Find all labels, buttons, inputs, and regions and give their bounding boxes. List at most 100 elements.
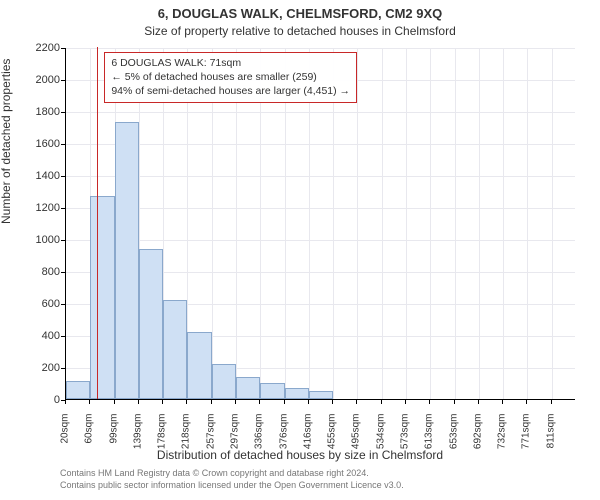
- xtick-mark: [526, 400, 527, 404]
- histogram-bar: [163, 300, 187, 399]
- ytick-mark: [61, 144, 65, 145]
- xtick-mark: [186, 400, 187, 404]
- ytick-mark: [61, 368, 65, 369]
- xtick-mark: [162, 400, 163, 404]
- ytick-mark: [61, 80, 65, 81]
- annotation-line2: ← 5% of detached houses are smaller (259…: [111, 70, 350, 84]
- histogram-bar: [212, 364, 236, 399]
- gridline-v: [527, 48, 528, 399]
- xtick-label: 20sqm: [60, 414, 71, 454]
- marker-line: [97, 47, 98, 399]
- gridline-h: [66, 144, 575, 145]
- credit-text: Contains HM Land Registry data © Crown c…: [60, 468, 404, 491]
- ytick-label: 600: [10, 298, 60, 310]
- xtick-label: 60sqm: [84, 414, 95, 454]
- histogram-bar: [236, 377, 260, 399]
- xtick-mark: [284, 400, 285, 404]
- xtick-mark: [502, 400, 503, 404]
- ytick-label: 1200: [10, 202, 60, 214]
- ytick-label: 2200: [10, 42, 60, 54]
- ytick-mark: [61, 304, 65, 305]
- credit-line2: Contains public sector information licen…: [60, 480, 404, 492]
- gridline-v: [552, 48, 553, 399]
- xtick-mark: [381, 400, 382, 404]
- gridline-v: [430, 48, 431, 399]
- xtick-mark: [332, 400, 333, 404]
- xtick-mark: [211, 400, 212, 404]
- gridline-h: [66, 176, 575, 177]
- xtick-mark: [405, 400, 406, 404]
- ytick-mark: [61, 176, 65, 177]
- histogram-bar: [285, 388, 309, 399]
- xtick-mark: [308, 400, 309, 404]
- histogram-bar: [90, 196, 114, 399]
- gridline-v: [455, 48, 456, 399]
- ytick-label: 2000: [10, 74, 60, 86]
- xtick-label: 257sqm: [205, 414, 216, 454]
- ytick-label: 1800: [10, 106, 60, 118]
- xtick-label: 771sqm: [521, 414, 532, 454]
- xtick-label: 732sqm: [497, 414, 508, 454]
- xtick-mark: [89, 400, 90, 404]
- ytick-label: 1600: [10, 138, 60, 150]
- ytick-label: 0: [10, 394, 60, 406]
- ytick-mark: [61, 336, 65, 337]
- xtick-mark: [551, 400, 552, 404]
- xtick-label: 416sqm: [302, 414, 313, 454]
- xtick-label: 534sqm: [375, 414, 386, 454]
- xtick-label: 495sqm: [351, 414, 362, 454]
- histogram-bar: [139, 249, 163, 399]
- gridline-h: [66, 208, 575, 209]
- xtick-label: 811sqm: [545, 414, 556, 454]
- marker-annotation: 6 DOUGLAS WALK: 71sqm ← 5% of detached h…: [104, 52, 357, 103]
- annotation-line3: 94% of semi-detached houses are larger (…: [111, 84, 350, 98]
- xtick-label: 139sqm: [132, 414, 143, 454]
- xtick-label: 692sqm: [472, 414, 483, 454]
- histogram-bar: [260, 383, 284, 399]
- histogram-bar: [187, 332, 211, 399]
- xtick-label: 297sqm: [230, 414, 241, 454]
- ytick-label: 200: [10, 362, 60, 374]
- gridline-v: [479, 48, 480, 399]
- gridline-h: [66, 112, 575, 113]
- ytick-label: 400: [10, 330, 60, 342]
- histogram-bar: [66, 381, 90, 399]
- gridline-v: [357, 48, 358, 399]
- xtick-label: 218sqm: [181, 414, 192, 454]
- xtick-label: 613sqm: [424, 414, 435, 454]
- xtick-mark: [454, 400, 455, 404]
- ytick-mark: [61, 112, 65, 113]
- annotation-line1: 6 DOUGLAS WALK: 71sqm: [111, 56, 350, 70]
- xtick-mark: [65, 400, 66, 404]
- xtick-mark: [114, 400, 115, 404]
- chart-title: 6, DOUGLAS WALK, CHELMSFORD, CM2 9XQ: [0, 6, 600, 21]
- xtick-mark: [235, 400, 236, 404]
- xtick-mark: [478, 400, 479, 404]
- gridline-h: [66, 240, 575, 241]
- xtick-label: 653sqm: [448, 414, 459, 454]
- xtick-label: 455sqm: [327, 414, 338, 454]
- ytick-label: 1400: [10, 170, 60, 182]
- ytick-label: 1000: [10, 234, 60, 246]
- xtick-mark: [259, 400, 260, 404]
- xtick-label: 336sqm: [254, 414, 265, 454]
- xtick-label: 178sqm: [157, 414, 168, 454]
- histogram-bar: [309, 391, 333, 399]
- histogram-bar: [115, 122, 139, 399]
- xtick-label: 573sqm: [400, 414, 411, 454]
- xtick-label: 376sqm: [278, 414, 289, 454]
- gridline-v: [382, 48, 383, 399]
- gridline-h: [66, 48, 575, 49]
- xtick-mark: [356, 400, 357, 404]
- chart-subtitle: Size of property relative to detached ho…: [0, 24, 600, 38]
- xtick-mark: [429, 400, 430, 404]
- ytick-mark: [61, 240, 65, 241]
- gridline-v: [406, 48, 407, 399]
- xtick-mark: [138, 400, 139, 404]
- ytick-mark: [61, 208, 65, 209]
- ytick-mark: [61, 272, 65, 273]
- credit-line1: Contains HM Land Registry data © Crown c…: [60, 468, 404, 480]
- gridline-v: [503, 48, 504, 399]
- ytick-label: 800: [10, 266, 60, 278]
- ytick-mark: [61, 48, 65, 49]
